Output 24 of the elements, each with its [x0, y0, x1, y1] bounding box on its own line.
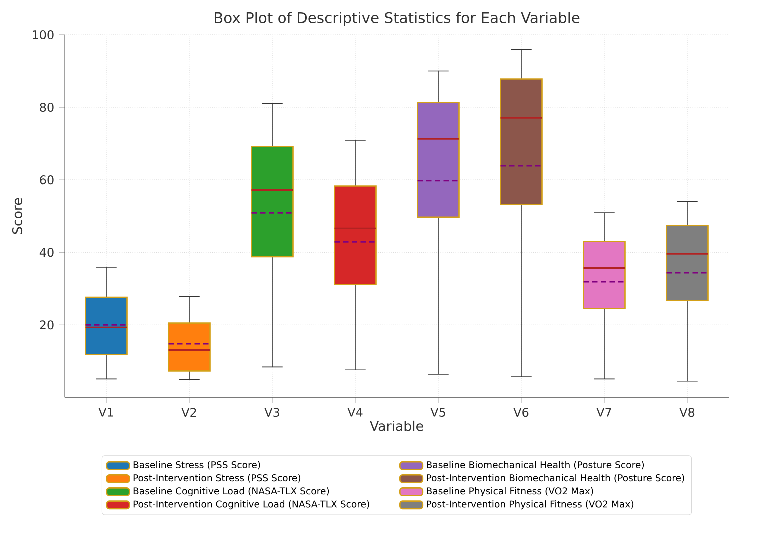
x-tick-label: V6	[514, 408, 529, 418]
x-axis-title: Variable	[370, 420, 424, 432]
legend-label: Post-Intervention Cognitive Load (NASA-TLX Score)	[134, 500, 370, 510]
y-tick-label: 100	[33, 30, 54, 40]
y-tick-label: 60	[40, 176, 54, 185]
y-tick-label: 40	[40, 248, 54, 258]
y-tick-label: 80	[40, 102, 54, 112]
x-tick-label: V5	[430, 408, 446, 417]
y-axis-title: Score	[12, 198, 23, 234]
x-tick-label: V3	[264, 408, 280, 418]
y-tick-label: 20	[40, 320, 54, 330]
legend-label: Baseline Cognitive Load (NASA-TLX Score)	[134, 487, 330, 497]
x-tick-label: V2	[182, 408, 196, 417]
legend-label: Baseline Stress (PSS Score)	[134, 461, 260, 470]
legend-label: Post-Intervention Physical Fitness (VO2 Max)	[427, 500, 634, 510]
x-tick-label: V4	[348, 408, 363, 417]
x-tick-label: V7	[596, 408, 612, 417]
legend-label: Baseline Biomechanical Health (Posture Score)	[427, 461, 644, 470]
legend-label: Post-Intervention Biomechanical Health (Posture Score)	[427, 474, 684, 483]
chart-title: Box Plot of Descriptive Statistics for Each Variable	[215, 12, 580, 26]
legend-label: Baseline Physical Fitness (VO2 Max)	[427, 487, 594, 497]
x-tick-label: V8	[680, 408, 695, 418]
x-tick-label: V1	[98, 408, 114, 417]
legend-label: Post-Intervention Stress (PSS Score)	[134, 474, 301, 483]
